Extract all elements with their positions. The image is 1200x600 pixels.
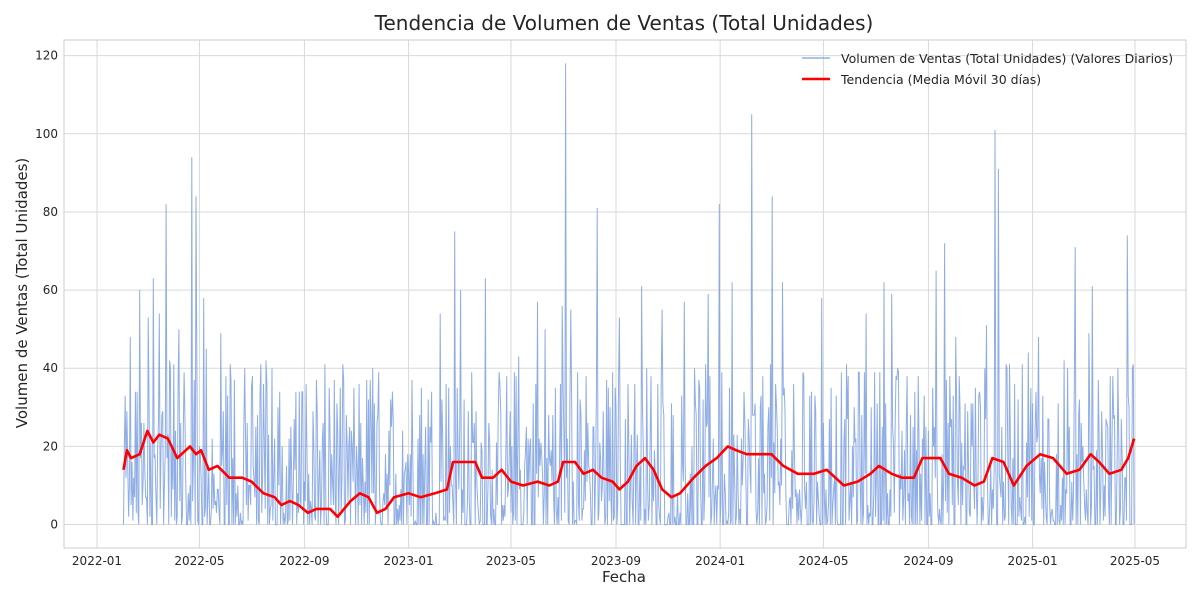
chart-title: Tendencia de Volumen de Ventas (Total Un… <box>374 11 874 35</box>
moving-average-line <box>122 429 1136 519</box>
y-tick-label: 20 <box>43 439 58 453</box>
plot-frame <box>63 39 1187 549</box>
x-tick-label: 2023-01 <box>384 554 434 568</box>
daily-values-series <box>123 63 1135 526</box>
legend-label-trend: Tendencia (Media Móvil 30 días) <box>840 72 1041 87</box>
moving-average-series <box>122 429 1136 519</box>
daily-values-line <box>123 63 1135 526</box>
x-tick-label: 2024-09 <box>903 554 953 568</box>
y-tick-label: 120 <box>35 49 58 63</box>
x-axis-ticks: 2022-01 2022-05 2022-09 2023-01 2023-05 2023-… <box>72 554 1160 568</box>
x-tick-label: 2022-05 <box>174 554 224 568</box>
y-tick-label: 100 <box>35 127 58 141</box>
x-tick-label: 2023-09 <box>591 554 641 568</box>
x-tick-label: 2022-09 <box>279 554 329 568</box>
y-axis-ticks: 0 20 40 60 80 100 120 <box>35 49 58 532</box>
x-tick-label: 2025-05 <box>1110 554 1160 568</box>
y-tick-label: 80 <box>43 205 58 219</box>
x-tick-label: 2023-05 <box>486 554 536 568</box>
legend: Volumen de Ventas (Total Unidades) (Valo… <box>802 51 1173 87</box>
y-tick-label: 40 <box>43 361 58 375</box>
x-axis-title: Fecha <box>602 568 646 586</box>
y-axis-title: Volumen de Ventas (Total Unidades) <box>13 158 31 429</box>
x-tick-label: 2024-01 <box>695 554 745 568</box>
x-tick-label: 2025-01 <box>1007 554 1057 568</box>
legend-label-daily: Volumen de Ventas (Total Unidades) (Valo… <box>841 51 1173 66</box>
x-tick-label: 2022-01 <box>72 554 122 568</box>
y-tick-label: 0 <box>50 518 58 532</box>
x-tick-label: 2024-05 <box>798 554 848 568</box>
y-tick-label: 60 <box>43 283 58 297</box>
